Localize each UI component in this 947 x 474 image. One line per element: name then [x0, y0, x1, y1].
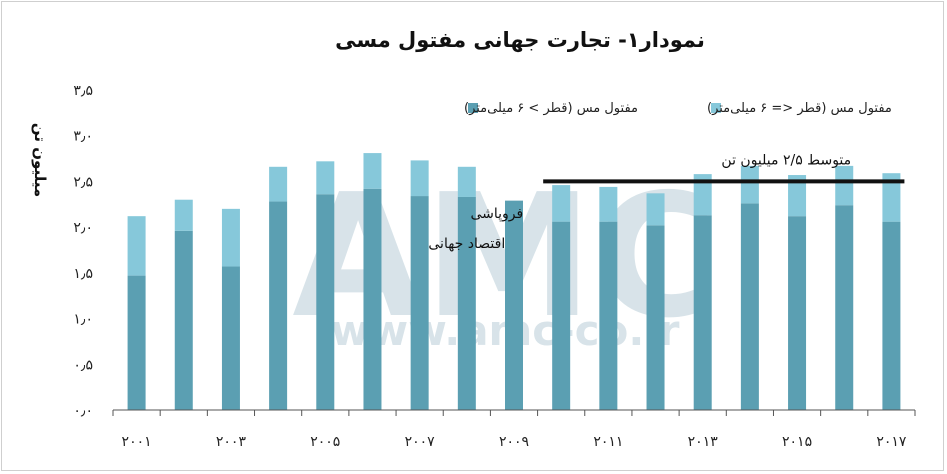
x-tick-label: ۲۰۱۳: [688, 434, 719, 450]
bar-thin-2017: [882, 173, 901, 222]
y-axis-label: میلیون تن: [31, 123, 49, 197]
bar-thin-2002: [174, 199, 193, 231]
bar-thick-2015: [788, 216, 807, 410]
bar-thin-2016: [835, 165, 854, 206]
bar-thin-2011: [599, 186, 618, 222]
bar-thick-2010: [552, 221, 571, 410]
bar-thin-2004: [269, 166, 288, 202]
bar-thick-2006: [363, 188, 382, 410]
bar-thick-2001: [127, 275, 146, 410]
bar-thick-2012: [646, 225, 665, 410]
crisis-label-line2: اقتصاد جهانی: [428, 236, 505, 252]
bar-thick-2016: [835, 205, 854, 410]
legend-swatch-thin: [711, 103, 721, 113]
x-tick-label: ۲۰۱۱: [593, 434, 623, 450]
bar-thin-2010: [552, 185, 571, 222]
bar-thin-2013: [693, 174, 712, 216]
bar-thin-2005: [316, 161, 335, 195]
bar-thick-2013: [693, 215, 712, 410]
bar-thin-2003: [221, 208, 240, 267]
bar-thick-2009: [505, 200, 523, 410]
average-label: متوسط ۲/۵ میلیون تن: [721, 152, 851, 168]
bar-thick-2003: [221, 266, 240, 410]
bar-thin-2008: [457, 166, 476, 197]
bar-thick-2014: [740, 203, 759, 410]
bar-thick-2011: [599, 221, 618, 410]
bar-thick-2007: [410, 196, 429, 410]
bar-thin-2007: [410, 160, 429, 197]
annotations: متوسط ۲/۵ میلیون تن فروپاشی اقتصاد جهانی: [428, 152, 905, 252]
x-tick-label: ۲۰۰۵: [310, 434, 340, 450]
legend-label-thick: مفتول مس (قطر > ۶ میلی‌متر): [464, 101, 638, 116]
legend-swatch-thick: [468, 103, 478, 113]
legend-label-thin: مفتول مس (قطر <= ۶ میلی‌متر): [707, 101, 892, 116]
bar-thin-2001: [127, 216, 146, 276]
y-tick-label: ۲٫۰: [73, 220, 93, 236]
x-tick-label: ۲۰۱۷: [876, 434, 907, 450]
bar-thick-2002: [174, 230, 193, 410]
bar-thin-2006: [363, 153, 382, 189]
x-tick-label: ۲۰۰۳: [216, 434, 247, 450]
bar-thick-2008: [457, 196, 476, 410]
x-tick-label: ۲۰۰۷: [405, 434, 436, 450]
x-axis: ۲۰۰۱ ۲۰۰۳ ۲۰۰۵ ۲۰۰۷ ۲۰۰۹ ۲۰۱۱ ۲۰۱۳ ۲۰۱۵ ۲۰۱۷: [112, 410, 916, 450]
crisis-label-line1: فروپاشی: [470, 206, 523, 222]
y-tick-label: ۱٫۵: [73, 266, 93, 282]
y-tick-label: ۱٫۰: [73, 312, 93, 328]
legend: مفتول مس (قطر <= ۶ میلی‌متر) مفتول مس (ق…: [464, 101, 892, 116]
x-tick-label: ۲۰۰۹: [499, 434, 529, 450]
y-tick-label: ۰٫۵: [73, 357, 93, 373]
x-tick-label: ۲۰۱۵: [782, 434, 812, 450]
y-tick-label: ۳٫۰: [73, 129, 93, 145]
x-tick-label: ۲۰۰۱: [122, 434, 152, 450]
bar-thin-2014: [740, 165, 759, 204]
bars: [127, 153, 901, 410]
y-tick-label: ۳٫۵: [73, 83, 93, 99]
y-tick-label: ۰٫۰: [73, 403, 93, 419]
bar-thick-2017: [882, 221, 901, 410]
chart-title: نمودار۱- تجارت جهانی مفتول مسی: [335, 28, 705, 52]
bar-thick-2004: [269, 201, 288, 410]
bar-thin-2015: [788, 175, 807, 217]
y-axis: ۰٫۰ ۰٫۵ ۱٫۰ ۱٫۵ ۲٫۰ ۲٫۵ ۳٫۰ ۳٫۵: [73, 83, 93, 419]
y-tick-label: ۲٫۵: [73, 174, 93, 190]
bar-thin-2012: [646, 193, 665, 226]
bar-thick-2005: [316, 194, 335, 410]
